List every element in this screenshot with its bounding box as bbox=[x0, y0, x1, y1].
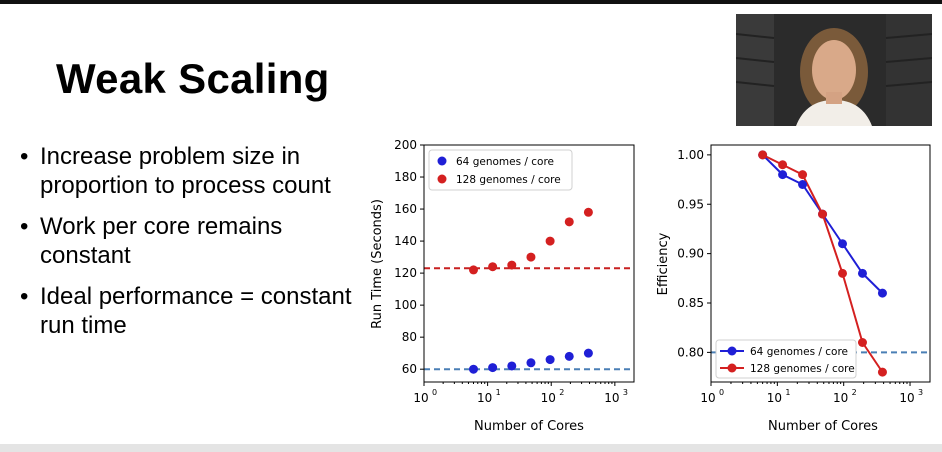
efficiency-legend-box bbox=[715, 339, 857, 379]
runtime-x-tick-label: 10 bbox=[541, 391, 556, 405]
runtime-legend-label-128: 128 genomes / core bbox=[456, 174, 561, 186]
runtime-point-64 bbox=[469, 364, 479, 374]
runtime-y-tick-label: 180 bbox=[394, 170, 417, 184]
runtime-y-tick-label: 120 bbox=[394, 266, 417, 280]
runtime-y-tick-label: 60 bbox=[402, 362, 417, 376]
runtime-point-64 bbox=[507, 361, 517, 371]
efficiency-x-label: Number of Cores bbox=[768, 419, 878, 434]
efficiency-y-tick-label: 0.80 bbox=[677, 345, 704, 359]
runtime-legend-label-64: 64 genomes / core bbox=[456, 156, 554, 168]
efficiency-y-tick-label: 0.85 bbox=[677, 296, 704, 310]
runtime-y-tick-label: 200 bbox=[394, 138, 417, 152]
runtime-points bbox=[469, 207, 593, 374]
runtime-y-tick-label: 80 bbox=[402, 330, 417, 344]
runtime-y-tick-label: 160 bbox=[394, 202, 417, 216]
efficiency-y-label: Efficiency bbox=[656, 232, 671, 295]
bullet-item: • Increase problem size in proportion to … bbox=[20, 142, 370, 200]
runtime-x-tick-exponent: 3 bbox=[623, 388, 628, 397]
runtime-point-128 bbox=[488, 262, 498, 272]
top-border bbox=[0, 0, 942, 4]
runtime-x-tick-label: 10 bbox=[413, 391, 428, 405]
efficiency-legend-label-64: 64 genomes / core bbox=[750, 346, 848, 358]
efficiency-x-tick-exponent: 2 bbox=[852, 388, 857, 397]
efficiency-legend-label-128: 128 genomes / core bbox=[750, 363, 855, 375]
runtime-point-64 bbox=[583, 348, 593, 358]
runtime-legend-marker-128 bbox=[437, 174, 447, 184]
efficiency-x-tick-label: 10 bbox=[700, 391, 715, 405]
efficiency-legend: 64 genomes / core 128 genomes / core bbox=[715, 339, 857, 379]
bullet-dot: • bbox=[20, 283, 29, 310]
slide-title: Weak Scaling bbox=[56, 55, 330, 102]
runtime-point-128 bbox=[526, 252, 536, 262]
efficiency-x-tick-exponent: 0 bbox=[719, 388, 724, 397]
efficiency-legend-marker-128 bbox=[727, 363, 737, 373]
runtime-x-tick-exponent: 0 bbox=[432, 388, 437, 397]
runtime-point-64 bbox=[564, 351, 574, 361]
efficiency-point-128 bbox=[758, 150, 768, 160]
runtime-legend: 64 genomes / core 128 genomes / core bbox=[428, 149, 573, 191]
runtime-point-128 bbox=[507, 260, 517, 270]
efficiency-y-tick-label: 0.90 bbox=[677, 247, 704, 261]
efficiency-x-axis: 10 0 10 1 10 2 10 3 bbox=[700, 382, 923, 405]
presenter-webcam bbox=[736, 14, 932, 126]
runtime-x-tick-label: 10 bbox=[604, 391, 619, 405]
bullet-text: Work per core remains constant bbox=[40, 213, 283, 269]
runtime-y-label: Run Time (Seconds) bbox=[370, 199, 385, 329]
efficiency-point-64 bbox=[838, 239, 848, 249]
runtime-legend-marker-64 bbox=[437, 156, 447, 166]
efficiency-x-tick-label: 10 bbox=[899, 391, 914, 405]
runtime-point-64 bbox=[545, 355, 555, 365]
runtime-y-tick-label: 100 bbox=[394, 298, 417, 312]
bullet-list: • Increase problem size in proportion to … bbox=[20, 142, 370, 352]
efficiency-point-64 bbox=[877, 288, 887, 298]
runtime-x-axis: 10 0 10 1 10 2 10 3 bbox=[413, 382, 628, 405]
bottom-border bbox=[0, 444, 942, 452]
efficiency-point-128 bbox=[798, 170, 808, 180]
efficiency-point-64 bbox=[778, 170, 788, 180]
runtime-point-128 bbox=[583, 207, 593, 217]
efficiency-point-64 bbox=[798, 180, 808, 189]
efficiency-x-tick-label: 10 bbox=[767, 391, 782, 405]
efficiency-x-tick-exponent: 3 bbox=[918, 388, 923, 397]
runtime-x-label: Number of Cores bbox=[474, 419, 584, 434]
runtime-legend-box bbox=[428, 149, 573, 191]
bullet-dot: • bbox=[20, 143, 29, 170]
efficiency-point-128 bbox=[838, 268, 848, 278]
efficiency-plot-frame bbox=[710, 144, 931, 383]
runtime-point-128 bbox=[469, 265, 479, 275]
efficiency-point-128 bbox=[818, 209, 828, 219]
bullet-text: Ideal performance = constant run time bbox=[40, 283, 352, 339]
bullet-text: Increase problem size in proportion to p… bbox=[40, 143, 331, 199]
efficiency-x-tick-exponent: 1 bbox=[785, 388, 790, 397]
efficiency-y-tick-label: 0.95 bbox=[677, 197, 704, 211]
efficiency-points bbox=[758, 150, 887, 377]
efficiency-y-axis: 0.80 0.85 0.90 0.95 1.00 bbox=[677, 148, 711, 359]
runtime-point-64 bbox=[488, 363, 498, 373]
efficiency-y-tick-label: 1.00 bbox=[677, 148, 704, 162]
runtime-y-axis: 60 80 100 120 140 160 180 200 bbox=[394, 138, 424, 376]
efficiency-legend-marker-64 bbox=[727, 346, 737, 356]
runtime-x-tick-exponent: 2 bbox=[559, 388, 564, 397]
efficiency-point-64 bbox=[857, 268, 867, 278]
runtime-y-tick-label: 140 bbox=[394, 234, 417, 248]
runtime-point-64 bbox=[526, 358, 536, 368]
efficiency-point-128 bbox=[877, 367, 887, 377]
runtime-point-128 bbox=[545, 236, 555, 246]
efficiency-point-128 bbox=[778, 160, 788, 170]
runtime-x-tick-exponent: 1 bbox=[496, 388, 501, 397]
bullet-dot: • bbox=[20, 213, 29, 240]
runtime-x-tick-label: 10 bbox=[477, 391, 492, 405]
bullet-item: • Ideal performance = constant run time bbox=[20, 282, 370, 340]
runtime-point-128 bbox=[564, 217, 574, 227]
runtime-plot-frame bbox=[423, 144, 635, 383]
efficiency-x-tick-label: 10 bbox=[833, 391, 848, 405]
efficiency-point-128 bbox=[857, 338, 867, 347]
bullet-item: • Work per core remains constant bbox=[20, 212, 370, 270]
presenter-video-frame bbox=[736, 14, 932, 126]
